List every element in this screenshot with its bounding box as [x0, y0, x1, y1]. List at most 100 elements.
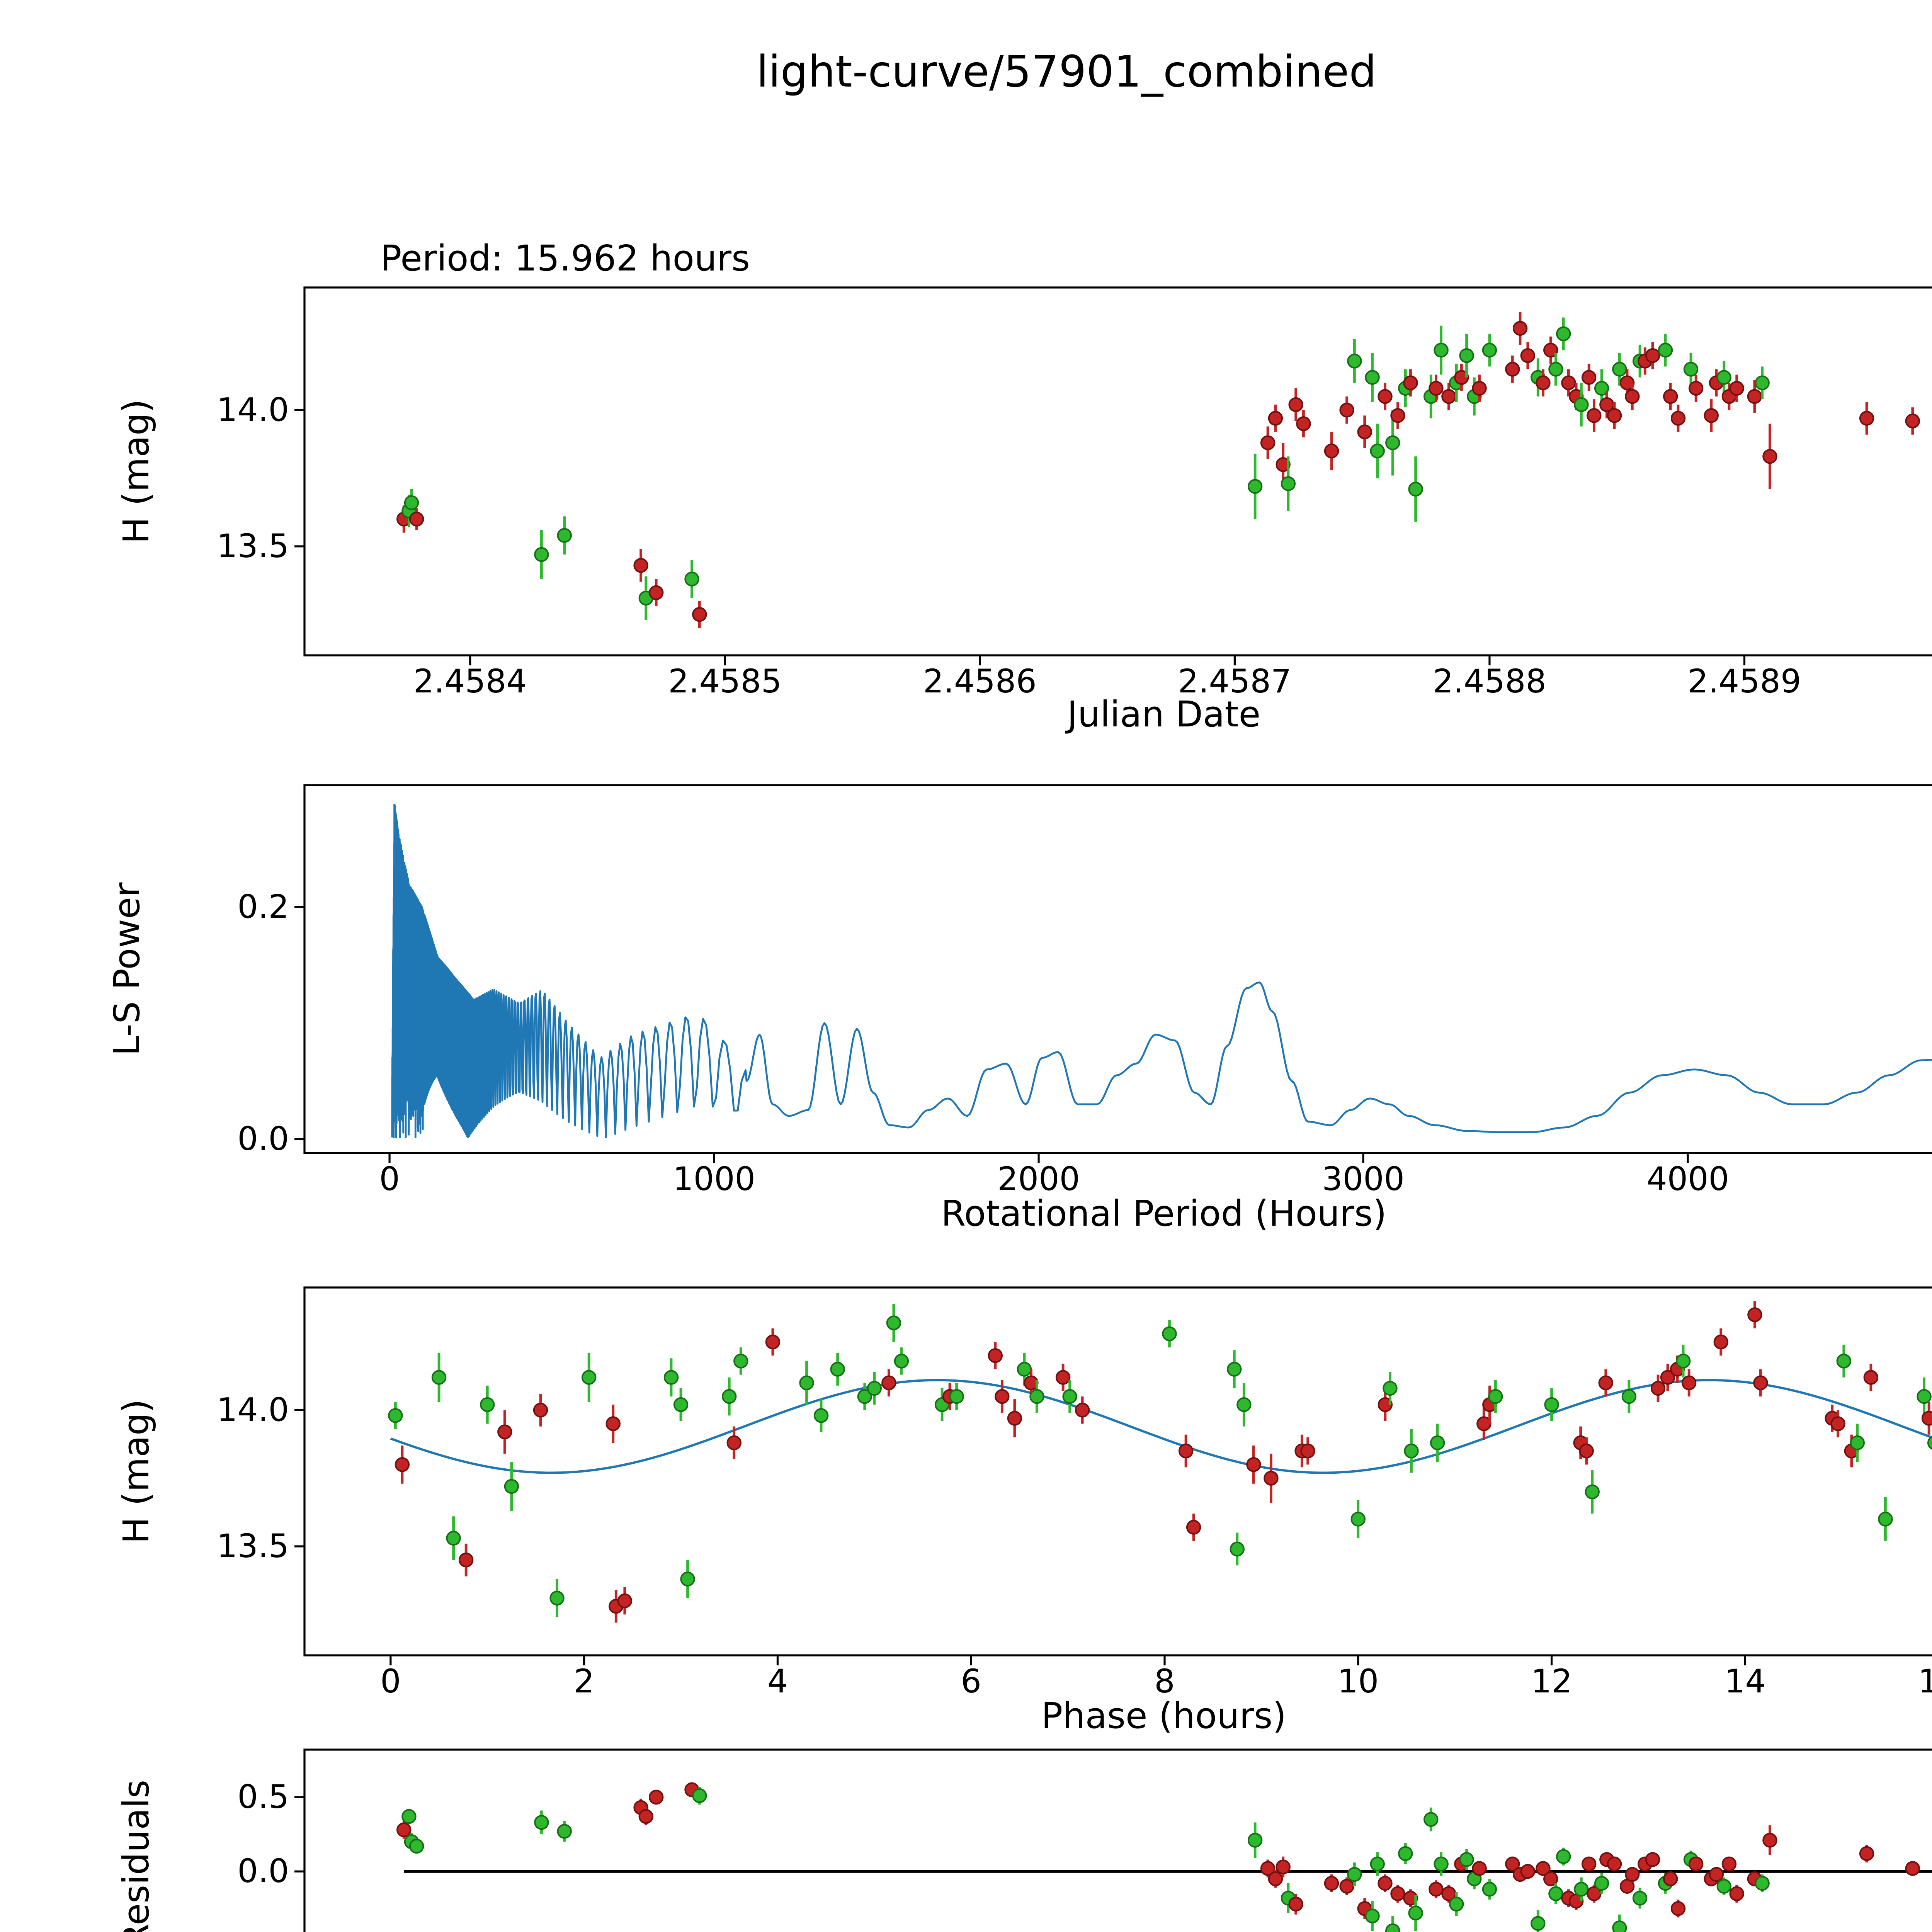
data-point [1619, 375, 1635, 391]
data-point [549, 1590, 565, 1606]
x-tick-label: 4 [767, 1662, 788, 1700]
data-point [1645, 1852, 1660, 1867]
data-point [830, 1362, 845, 1377]
data-point [799, 1375, 814, 1391]
data-point [995, 1389, 1010, 1404]
data-point [557, 528, 572, 543]
ax3-ylabel: H (mag) [116, 1399, 157, 1544]
data-point [1878, 1512, 1893, 1527]
data-point [1423, 1812, 1439, 1827]
data-point [1347, 1867, 1362, 1882]
data-point [1276, 1859, 1291, 1874]
data-point [1186, 1520, 1201, 1535]
light-curve-plot: 2.45842.45852.45862.45872.45882.45892.45… [217, 286, 1932, 700]
data-point [409, 512, 424, 527]
data-point [1716, 1879, 1731, 1894]
data-point [648, 1789, 664, 1805]
data-point [1075, 1403, 1090, 1418]
data-point [881, 1375, 896, 1391]
data-point [1658, 342, 1673, 358]
data-point [1488, 1389, 1503, 1404]
data-point [1859, 1846, 1874, 1861]
data-point [1385, 435, 1400, 451]
data-point [1579, 1443, 1594, 1459]
data-point [1264, 1471, 1279, 1486]
data-point [581, 1370, 597, 1385]
data-point [1227, 1362, 1242, 1377]
data-point [1350, 1512, 1366, 1527]
data-point [409, 1838, 424, 1854]
data-point [1288, 397, 1303, 412]
data-point [1404, 1443, 1419, 1459]
y-tick-label: 14.0 [217, 391, 289, 429]
axes-frame [303, 286, 1932, 656]
y-tick-label: 14.0 [217, 1391, 289, 1429]
axes-frame [303, 1748, 1932, 1932]
periodogram-line [391, 803, 1932, 1138]
residuals-plot: 2.45842.45852.45862.45872.45882.45892.45… [210, 1748, 1932, 1932]
data-point [726, 1435, 742, 1451]
x-tick-label: 2.4585 [668, 662, 782, 700]
ax2-ylabel: L-S Power [106, 883, 148, 1056]
x-tick-label: 3000 [1322, 1160, 1405, 1198]
data-point [1753, 1375, 1768, 1391]
data-point [1917, 1389, 1932, 1404]
periodogram-plot: 0100020003000400050000.00.2 [237, 784, 1932, 1198]
ax1-ylabel: H (mag) [116, 399, 157, 544]
x-tick-label: 12 [1531, 1662, 1572, 1700]
data-point [1162, 1326, 1177, 1342]
data-point [1704, 408, 1719, 423]
data-point [1370, 443, 1385, 459]
data-point [1574, 1882, 1589, 1897]
data-point [533, 1403, 548, 1418]
x-tick-label: 0 [379, 1160, 400, 1198]
data-point [1434, 1856, 1449, 1872]
data-point [1520, 1864, 1536, 1879]
x-tick-label: 16 [1918, 1662, 1932, 1700]
x-tick-label: 2000 [997, 1160, 1080, 1198]
data-point [1441, 389, 1456, 404]
x-tick-label: 2.4586 [923, 662, 1037, 700]
data-point [1713, 1334, 1728, 1350]
ax1-period-title: Period: 15.962 hours [380, 238, 750, 279]
x-tick-label: 6 [961, 1662, 981, 1700]
data-point [1556, 1849, 1571, 1864]
ax1-xlabel: Julian Date [1065, 694, 1260, 735]
data-point [1029, 1389, 1044, 1404]
data-point [1561, 375, 1576, 391]
data-point [1587, 408, 1602, 423]
data-point [1459, 1852, 1474, 1867]
data-point [733, 1354, 748, 1369]
data-point [1607, 1856, 1622, 1872]
data-point [1276, 457, 1291, 472]
y-tick-label: 0.0 [237, 1852, 289, 1890]
data-point [1247, 1833, 1263, 1848]
data-point [431, 1370, 447, 1385]
data-point [1548, 1886, 1563, 1901]
data-point [1716, 370, 1731, 385]
axes-frame [303, 784, 1932, 1154]
data-point [446, 1531, 461, 1546]
data-point [1378, 389, 1393, 404]
data-point [1581, 370, 1597, 385]
data-point [1339, 403, 1354, 418]
data-point [1365, 370, 1380, 385]
x-tick-label: 2 [574, 1662, 594, 1700]
generated-plots: 2.45842.45852.45862.45872.45882.45892.45… [210, 286, 1932, 1932]
data-point [692, 1788, 707, 1803]
data-point [1505, 362, 1520, 377]
data-point [1281, 476, 1296, 491]
data-point [722, 1389, 737, 1404]
data-point [1403, 375, 1418, 391]
x-tick-label: 1000 [673, 1160, 755, 1198]
data-point [1729, 381, 1744, 396]
data-point [1454, 370, 1469, 385]
data-point [1594, 1876, 1609, 1891]
x-tick-label: 2.4584 [413, 662, 527, 700]
data-point [1268, 1871, 1283, 1886]
y-tick-label: 13.5 [217, 1527, 289, 1565]
data-point [534, 547, 549, 562]
data-point [1670, 1901, 1686, 1916]
x-tick-label: 10 [1337, 1662, 1379, 1700]
